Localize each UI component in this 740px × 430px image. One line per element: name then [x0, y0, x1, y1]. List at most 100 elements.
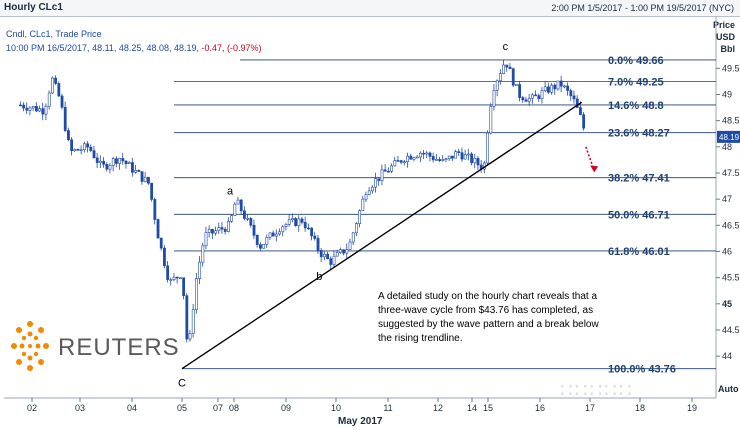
x-tick-label: 07: [213, 403, 223, 413]
candle-body: [188, 333, 192, 340]
candle-body: [63, 106, 67, 131]
candle-body: [457, 151, 461, 153]
candle-body: [313, 235, 317, 239]
candle-body: [223, 228, 227, 232]
candle-body: [147, 176, 150, 184]
candle-body: [227, 221, 230, 232]
candle-body: [239, 199, 243, 212]
candle-body: [556, 80, 560, 90]
y-tick-label: 48: [722, 142, 732, 152]
candle-body: [511, 68, 515, 86]
candle-body: [47, 92, 51, 107]
candle-body: [582, 114, 586, 129]
candle-body: [275, 233, 278, 237]
candle-body: [527, 97, 531, 102]
candle-body: [297, 218, 301, 227]
candle-body: [553, 84, 557, 90]
candle-body: [403, 161, 406, 164]
candle-body: [518, 84, 522, 98]
candle-body: [345, 249, 349, 254]
fib-level-label: 23.6% 48.27: [608, 128, 670, 140]
candle-body: [102, 160, 106, 165]
y-tick-label: 48.5: [722, 116, 740, 126]
candle-body: [31, 106, 35, 109]
candle-body: [361, 198, 365, 211]
candle-body: [380, 169, 384, 181]
unit-label: Bbl: [720, 44, 736, 54]
candle-body: [179, 277, 182, 280]
candle-body: [367, 190, 371, 196]
candle-body: [451, 155, 454, 159]
candle-body: [89, 146, 93, 151]
candle-body: [463, 154, 467, 160]
candle-body: [425, 152, 429, 155]
candle-body: [211, 228, 214, 234]
candle-body: [108, 165, 112, 170]
candle-body: [195, 278, 198, 310]
candle-body: [166, 265, 170, 280]
candle-body: [51, 77, 54, 94]
candle-body: [329, 258, 333, 265]
last-price-tag: [717, 130, 740, 143]
y-tick-label: 46.5: [722, 220, 740, 230]
candle-body: [22, 104, 26, 109]
legend-ohlc: 10:00 PM 16/5/2017, 48.11, 48.25, 48.08,…: [6, 43, 262, 53]
wave-label: c: [503, 41, 509, 53]
candle-body: [137, 170, 141, 172]
candle-body: [348, 241, 352, 250]
candle-body: [76, 148, 80, 151]
fib-level-label: 61.8% 46.01: [608, 246, 670, 258]
watermark: ∷∷∷∷∷: [560, 380, 634, 402]
arrow-head-icon: [590, 165, 599, 173]
candle-body: [332, 255, 336, 265]
currency-label: USD: [715, 32, 735, 42]
candle-body: [371, 186, 374, 192]
candle-body: [131, 162, 134, 173]
candle-body: [467, 153, 470, 156]
auto-scale-button[interactable]: Auto: [718, 384, 739, 394]
candle-body: [115, 158, 118, 164]
candle-body: [563, 85, 566, 88]
candle-body: [287, 219, 291, 225]
candle-body: [435, 159, 438, 161]
candle-body: [505, 64, 509, 68]
candle-body: [38, 108, 42, 112]
x-tick-label: 10: [331, 403, 341, 413]
x-tick-label: 02: [27, 403, 37, 413]
candle-body: [454, 151, 458, 159]
candle-body: [86, 143, 90, 148]
candle-body: [159, 237, 163, 249]
last-price-label: 48.19: [719, 133, 740, 142]
candle-body: [118, 158, 122, 164]
candle-body: [79, 149, 83, 152]
candle-body: [303, 222, 307, 229]
candle-body: [67, 130, 70, 141]
candle-body: [198, 261, 202, 279]
candle-body: [262, 244, 266, 249]
candle-body: [393, 160, 397, 167]
x-tick-label: 05: [177, 403, 187, 413]
x-tick-label: 19: [687, 403, 697, 413]
fib-level-label: 0.0% 49.66: [608, 55, 664, 67]
candle-body: [300, 218, 304, 223]
month-label: May 2017: [338, 416, 383, 427]
candle-body: [431, 156, 435, 161]
candle-body: [207, 228, 211, 233]
candle-body: [415, 156, 419, 159]
candle-body: [390, 165, 394, 172]
candle-body: [310, 227, 314, 237]
candle-body: [358, 210, 362, 224]
y-tick-label: 47.5: [722, 168, 740, 178]
candle-body: [150, 182, 154, 200]
candle-body: [319, 250, 323, 258]
candle-body: [127, 162, 131, 164]
candle-body: [95, 157, 99, 163]
candle-body: [92, 150, 96, 159]
x-tick-label: 16: [535, 403, 545, 413]
candle-body: [441, 159, 445, 161]
x-tick-label: 04: [127, 403, 137, 413]
candle-body: [428, 152, 432, 157]
reuters-logo: REUTERS: [8, 318, 179, 374]
candle-body: [534, 94, 538, 97]
